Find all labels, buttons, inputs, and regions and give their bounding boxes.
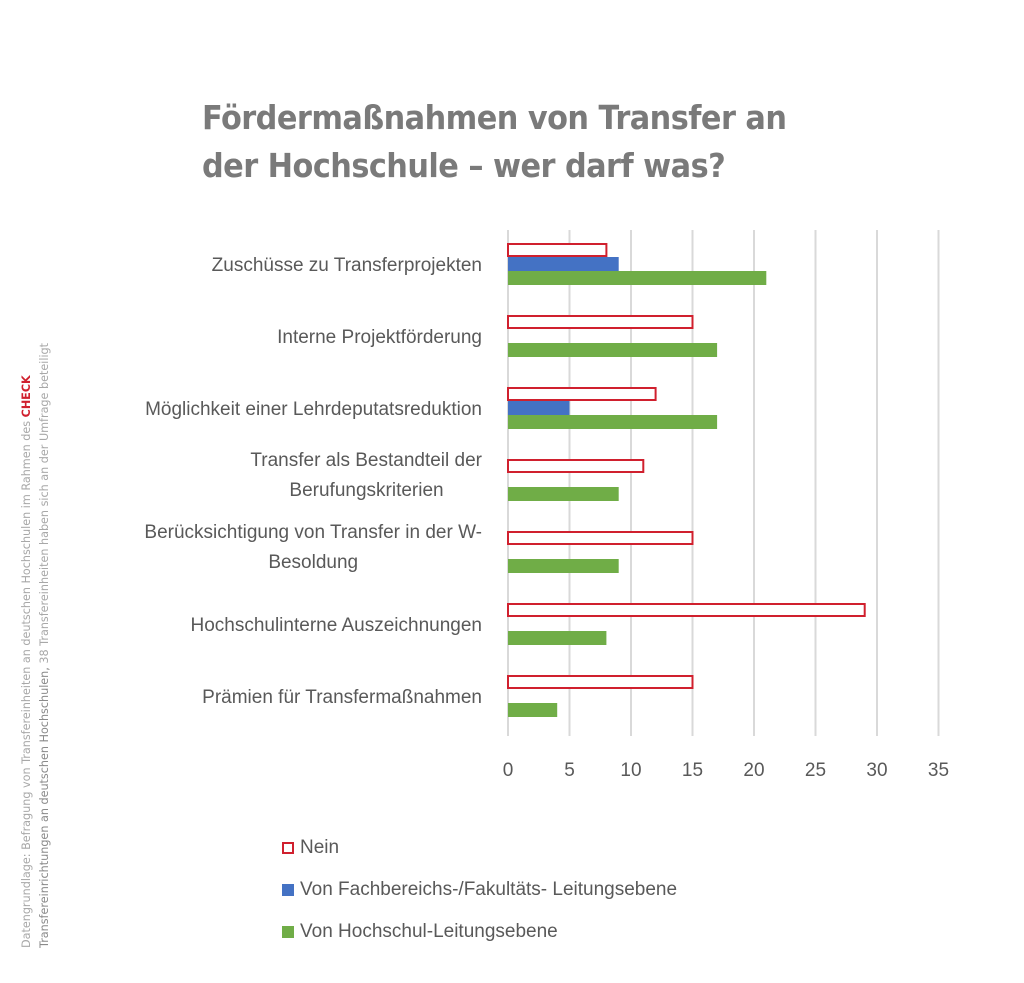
x-tick-label: 35: [928, 760, 949, 781]
category-label: Möglichkeit einer Lehrdeputatsreduktion: [145, 399, 482, 420]
legend-item-fachbereich: Von Fachbereichs-/Fakultäts- Leitungsebe…: [282, 878, 677, 902]
legend-label-nein: Nein: [300, 837, 340, 858]
bar-hochschule: [508, 415, 718, 429]
x-tick-label: 25: [805, 760, 826, 781]
category-label: Hochschulinterne Auszeichnungen: [190, 615, 482, 636]
bar-hochschule: [508, 343, 718, 357]
bar-nein: [507, 459, 645, 473]
x-tick-label: 10: [620, 760, 641, 781]
legend-swatch-nein: [282, 842, 294, 854]
legend-item-hochschule: Von Hochschul-Leitungsebene: [282, 920, 677, 944]
bar-nein: [507, 387, 657, 401]
legend-label-hochschule: Von Hochschul-Leitungsebene: [300, 921, 558, 942]
category-label: Berufungskriterien: [289, 480, 443, 501]
bar-hochschule: [508, 631, 607, 645]
category-label: Zuschüsse zu Transferprojekten: [212, 255, 482, 276]
bar-fachbereich: [508, 257, 619, 271]
x-tick-label: 5: [564, 760, 575, 781]
title-line-1: Fördermaßnahmen von Transfer an: [202, 98, 787, 137]
chart-title: Fördermaßnahmen von Transfer an der Hoch…: [202, 94, 787, 190]
category-label: Transfer als Bestandteil der: [250, 450, 482, 471]
bar-hochschule: [508, 559, 619, 573]
category-label: Interne Projektförderung: [277, 327, 482, 348]
bar-nein: [507, 675, 694, 689]
bar-hochschule: [508, 271, 767, 285]
x-tick-label: 0: [503, 760, 514, 781]
legend-swatch-hochschule: [282, 926, 294, 938]
legend: Nein Von Fachbereichs-/Fakultäts- Leitun…: [282, 836, 677, 962]
bar-fachbereich: [508, 401, 570, 415]
category-label: Prämien für Transfermaßnahmen: [202, 687, 482, 708]
bar-hochschule: [508, 703, 558, 717]
category-label: Besoldung: [268, 552, 358, 573]
legend-swatch-fachbereich: [282, 884, 294, 896]
x-tick-label: 15: [682, 760, 703, 781]
bar-hochschule: [508, 487, 619, 501]
x-tick-label: 30: [866, 760, 887, 781]
x-tick-label: 20: [743, 760, 764, 781]
category-label: Berücksichtigung von Transfer in der W-: [144, 522, 482, 543]
legend-label-fachbereich: Von Fachbereichs-/Fakultäts- Leitungsebe…: [300, 879, 678, 900]
legend-item-nein: Nein: [282, 836, 677, 860]
title-line-2: der Hochschule – wer darf was?: [202, 146, 726, 185]
bar-nein: [507, 603, 866, 617]
bar-nein: [507, 315, 694, 329]
bar-nein: [507, 243, 608, 257]
bar-nein: [507, 531, 694, 545]
